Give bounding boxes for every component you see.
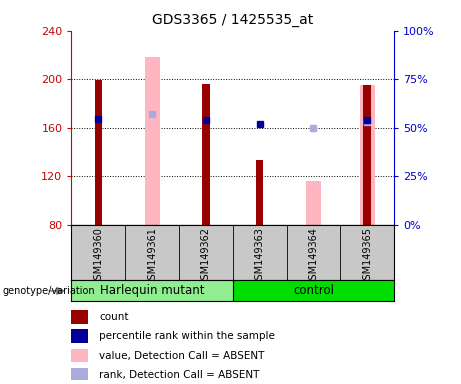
Bar xyxy=(71,349,88,362)
Bar xyxy=(145,57,160,225)
Bar xyxy=(71,368,88,382)
Text: percentile rank within the sample: percentile rank within the sample xyxy=(99,331,275,341)
Text: GSM149360: GSM149360 xyxy=(93,227,103,286)
Bar xyxy=(71,310,88,324)
Text: GSM149363: GSM149363 xyxy=(254,227,265,286)
Text: value, Detection Call = ABSENT: value, Detection Call = ABSENT xyxy=(99,351,265,361)
Text: GSM149362: GSM149362 xyxy=(201,227,211,286)
Text: GSM149365: GSM149365 xyxy=(362,227,372,286)
Text: GSM149361: GSM149361 xyxy=(147,227,157,286)
Bar xyxy=(95,80,102,225)
Text: control: control xyxy=(293,285,334,297)
Bar xyxy=(256,161,264,225)
Text: Harlequin mutant: Harlequin mutant xyxy=(100,285,204,297)
Text: GSM149364: GSM149364 xyxy=(308,227,319,286)
Bar xyxy=(363,85,371,225)
FancyBboxPatch shape xyxy=(71,280,233,301)
Title: GDS3365 / 1425535_at: GDS3365 / 1425535_at xyxy=(152,13,313,27)
Bar xyxy=(360,85,375,225)
FancyBboxPatch shape xyxy=(233,280,394,301)
Bar xyxy=(306,181,321,225)
Text: genotype/variation: genotype/variation xyxy=(2,286,95,296)
Text: count: count xyxy=(99,312,129,322)
Bar xyxy=(202,84,210,225)
Bar xyxy=(71,329,88,343)
Text: rank, Detection Call = ABSENT: rank, Detection Call = ABSENT xyxy=(99,370,260,380)
